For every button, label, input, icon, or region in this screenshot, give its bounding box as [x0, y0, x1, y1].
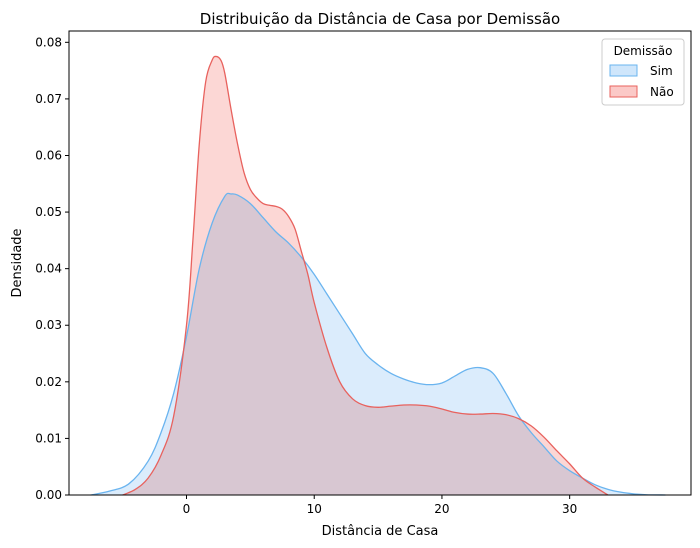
x-tick-label: 0: [183, 502, 191, 516]
y-tick-label: 0.05: [35, 205, 62, 219]
y-tick-label: 0.02: [35, 375, 62, 389]
legend-label-nao: Não: [650, 85, 674, 99]
y-tick-label: 0.00: [35, 488, 62, 502]
legend: Demissão Sim Não: [601, 38, 685, 106]
legend-title: Demissão: [614, 44, 673, 58]
legend-swatch-nao: [609, 85, 638, 98]
y-tick-label: 0.08: [35, 35, 62, 49]
x-tick-label: 10: [307, 502, 322, 516]
legend-swatch-sim: [609, 64, 638, 77]
y-tick-label: 0.03: [35, 318, 62, 332]
y-tick-label: 0.01: [35, 431, 62, 445]
chart-title: Distribuição da Distância de Casa por De…: [200, 10, 560, 28]
x-tick-label: 30: [562, 502, 577, 516]
y-tick-label: 0.07: [35, 92, 62, 106]
density-line-sim: [90, 192, 666, 496]
x-axis-label: Distância de Casa: [322, 524, 439, 539]
plot-area: [90, 55, 666, 496]
x-axis: 0 10 20 30: [183, 495, 577, 516]
y-tick-label: 0.06: [35, 148, 62, 162]
y-axis-label: Densidade: [10, 228, 25, 297]
density-line-nao: [122, 55, 609, 496]
legend-label-sim: Sim: [650, 64, 673, 78]
density-area-nao: [122, 56, 608, 496]
plot-frame: [68, 30, 692, 496]
y-axis: 0.00 0.01 0.02 0.03 0.04 0.05 0.06 0.07 0.08: [35, 35, 69, 502]
x-tick-label: 20: [434, 502, 449, 516]
y-tick-label: 0.04: [35, 262, 62, 276]
